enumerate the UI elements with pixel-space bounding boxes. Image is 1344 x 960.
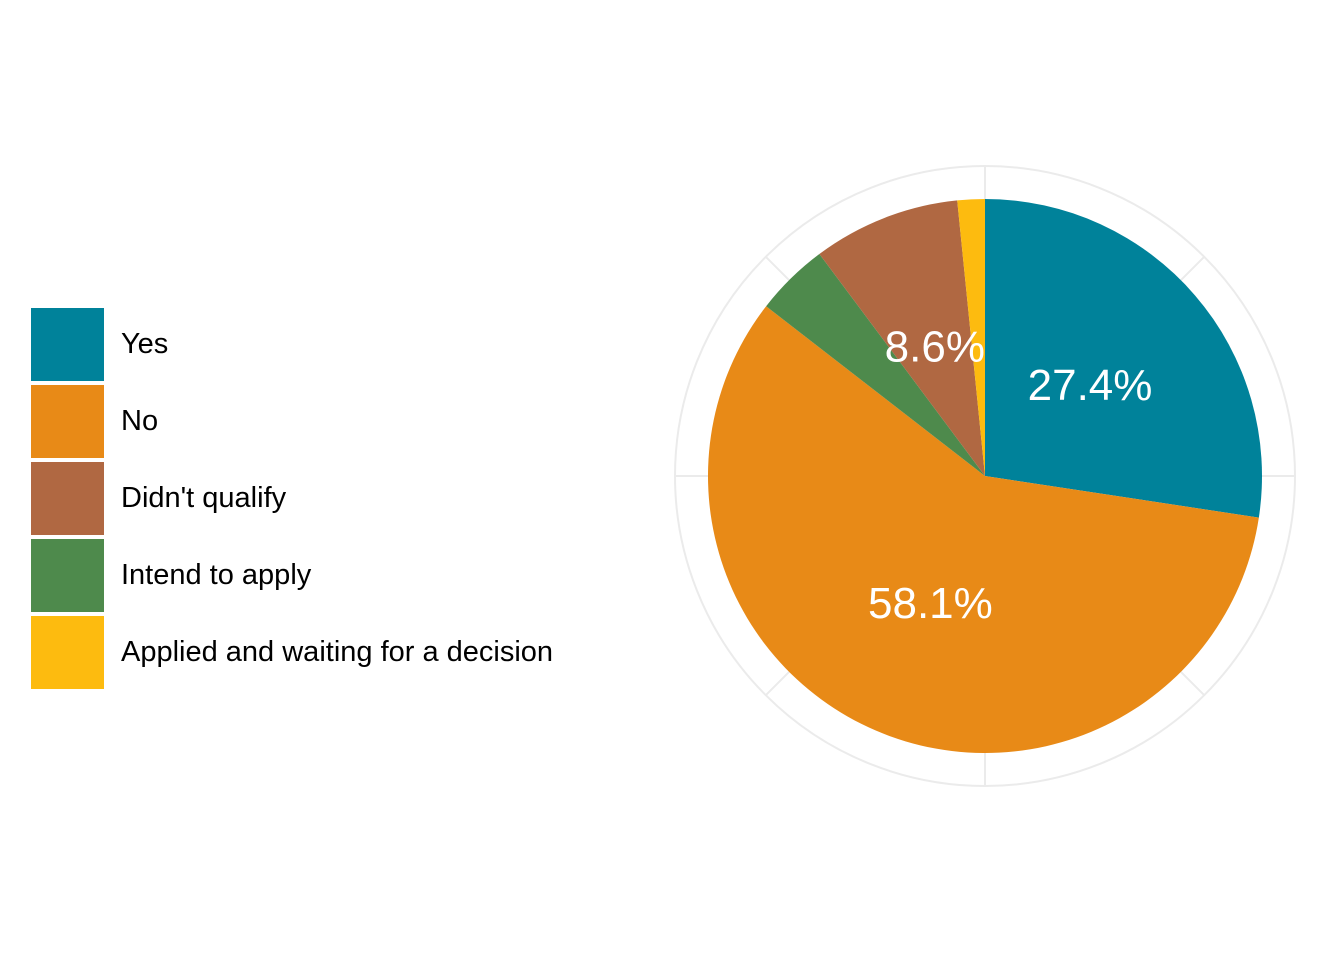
slice-label-didn-t-qualify: 8.6% — [885, 322, 985, 371]
pie-slice-no — [708, 306, 1259, 753]
legend: Yes No Didn't qualify Intend to apply Ap… — [31, 306, 553, 691]
pie-slice-didn-t-qualify — [819, 200, 985, 477]
legend-swatch-yes — [31, 308, 104, 381]
pie-slice-yes — [985, 199, 1262, 518]
pie-slices — [708, 199, 1262, 753]
legend-swatch-applied-waiting — [31, 616, 104, 689]
slice-label-no: 58.1% — [868, 579, 993, 628]
legend-swatch-didnt-qualify — [31, 462, 104, 535]
legend-label-applied-waiting: Applied and waiting for a decision — [121, 636, 554, 668]
legend-item-didnt-qualify: Didn't qualify — [31, 460, 553, 537]
legend-item-applied-waiting: Applied and waiting for a decision — [31, 614, 553, 691]
legend-label-didnt-qualify: Didn't qualify — [121, 482, 287, 514]
pie-slice-intend-to-apply — [766, 253, 985, 476]
legend-item-no: No — [31, 383, 553, 460]
legend-item-yes: Yes — [31, 306, 553, 383]
legend-label-no: No — [121, 405, 159, 437]
slice-label-yes: 27.4% — [1028, 361, 1153, 410]
pie-labels: 27.4% 58.1% 8.6% — [868, 322, 1152, 627]
legend-label-yes: Yes — [121, 328, 169, 360]
legend-swatch-intend-to-apply — [31, 539, 104, 612]
legend-label-intend-to-apply: Intend to apply — [121, 559, 312, 591]
legend-item-intend-to-apply: Intend to apply — [31, 537, 553, 614]
pie-slice-applied-and-waiting-for-a-decision — [957, 199, 985, 476]
legend-swatch-no — [31, 385, 104, 458]
